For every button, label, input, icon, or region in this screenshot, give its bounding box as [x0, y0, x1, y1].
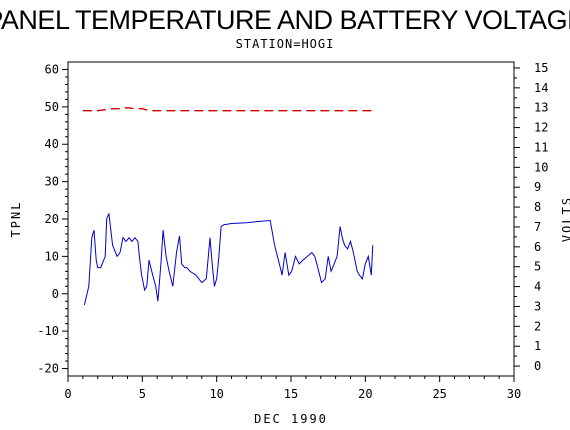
y-left-tick-label: 20	[45, 212, 59, 226]
y-left-tick-label: -10	[37, 324, 59, 338]
chart-title: PANEL TEMPERATURE AND BATTERY VOLTAGE	[0, 5, 570, 35]
y-right-tick-label: 11	[534, 140, 548, 154]
y-left-tick-label: -20	[37, 362, 59, 376]
y-right-tick-label: 1	[534, 339, 541, 353]
x-tick-label: 30	[507, 387, 521, 401]
chart-subtitle: STATION=HOGI	[236, 37, 335, 51]
y-right-tick-label: 10	[534, 160, 548, 174]
y-left-tick-label: 50	[45, 100, 59, 114]
y-right-tick-label: 15	[534, 61, 548, 75]
x-tick-label: 15	[284, 387, 298, 401]
x-tick-label: 10	[209, 387, 223, 401]
y-right-tick-label: 3	[534, 299, 541, 313]
y-axis-left: -20 -10 0 10 20 30 40 50 60	[37, 62, 68, 376]
series-layer	[82, 107, 374, 306]
y-left-tick-label: 60	[45, 62, 59, 76]
y-right-tick-label: 8	[534, 200, 541, 214]
y-right-tick-label: 7	[534, 220, 541, 234]
plot-frame	[67, 61, 515, 377]
x-axis-label: DEC 1990	[254, 412, 328, 426]
y-right-tick-label: 9	[534, 180, 541, 194]
x-tick-label: 0	[64, 387, 71, 401]
y-right-tick-label: 13	[534, 101, 548, 115]
x-tick-label: 5	[139, 387, 146, 401]
y-right-tick-label: 5	[534, 260, 541, 274]
battery-voltage-line	[82, 107, 373, 112]
panel-temperature-line	[83, 213, 374, 306]
x-axis: 0 5 10 15 20 25 30	[64, 376, 521, 401]
x-tick-label: 20	[358, 387, 372, 401]
y-left-tick-label: 30	[45, 175, 59, 189]
y-left-tick-label: 0	[52, 287, 59, 301]
y-left-tick-label: 40	[45, 137, 59, 151]
y-axis-right-label: VOLTS	[560, 196, 570, 242]
x-tick-label: 25	[432, 387, 446, 401]
y-left-tick-label: 10	[45, 249, 59, 263]
y-right-tick-label: 0	[534, 359, 541, 373]
y-right-tick-label: 6	[534, 240, 541, 254]
y-axis-left-label: TPNL	[9, 201, 23, 238]
y-right-tick-label: 12	[534, 121, 548, 135]
y-right-tick-label: 2	[534, 319, 541, 333]
y-right-tick-label: 4	[534, 280, 541, 294]
y-right-tick-label: 14	[534, 81, 548, 95]
